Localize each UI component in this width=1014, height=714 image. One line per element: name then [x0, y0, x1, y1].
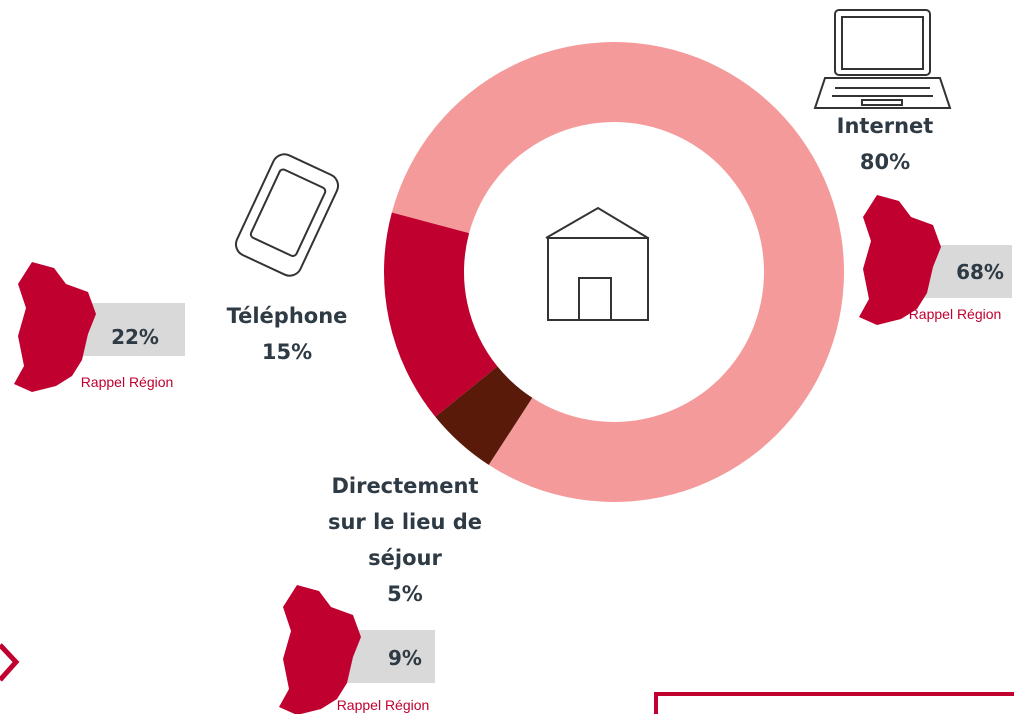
decor — [0, 9, 1014, 714]
category-name: Téléphone — [226, 304, 348, 328]
region-label: Rappel Région — [80, 374, 174, 390]
segment-value: 5% — [387, 582, 423, 606]
segment-label: Internet 80% — [790, 108, 980, 180]
region-label: Rappel Région — [336, 697, 430, 713]
donut-segment — [384, 212, 498, 417]
region-label: Rappel Région — [908, 306, 1002, 322]
segment-label: Directement sur le lieu de séjour 5% — [310, 468, 500, 612]
donut-segment — [435, 366, 533, 465]
region-value: 9% — [388, 646, 422, 670]
segment-value: 80% — [859, 150, 911, 174]
region-value: 68% — [956, 260, 1004, 284]
category-name: Directement sur le lieu de séjour — [327, 474, 483, 570]
donut-segment — [391, 41, 844, 502]
region-value: 22% — [111, 325, 159, 349]
segment-value: 15% — [261, 340, 313, 364]
category-name: Internet — [836, 114, 934, 138]
segment-label: Téléphone 15% — [192, 298, 382, 370]
